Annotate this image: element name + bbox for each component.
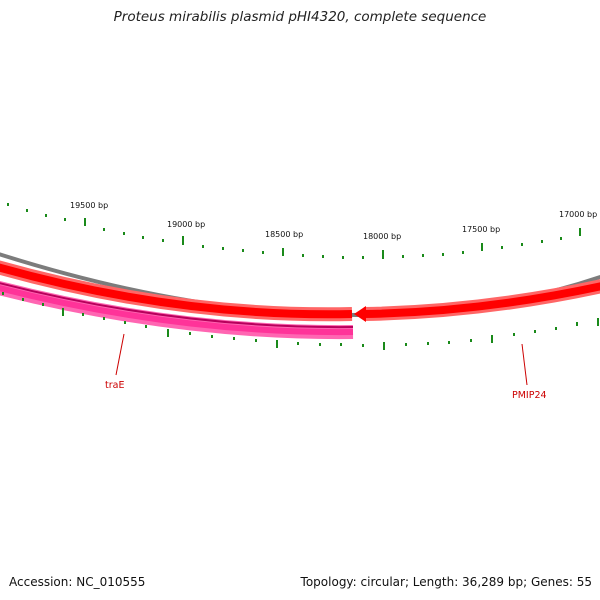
page-title: Proteus mirabilis plasmid pHI4320, compl… <box>113 9 487 25</box>
tick-label-17500: 17500 bp <box>462 225 500 234</box>
inner-scale-ticks <box>2 292 599 350</box>
gene-trae-track-shade <box>0 282 354 329</box>
tick-label-19000: 19000 bp <box>167 220 205 229</box>
outer-scale-ticks <box>7 203 581 259</box>
tick-label-17000: 17000 bp <box>559 210 597 219</box>
gene-label-pmip24[interactable]: PMIP24 <box>512 390 547 401</box>
tick-label-18000: 18000 bp <box>363 232 401 241</box>
summary-text: Topology: circular; Length: 36,289 bp; G… <box>300 575 592 589</box>
tick-label-19500: 19500 bp <box>70 201 108 210</box>
trae-leader-line <box>115 333 125 376</box>
forward-track-left-core <box>0 263 353 319</box>
gene-trae-track-core <box>0 285 354 336</box>
pmip24-leader-line <box>521 343 528 386</box>
gene-pmip24-arrowhead <box>354 306 366 322</box>
tick-label-18500: 18500 bp <box>265 230 303 239</box>
gene-label-trae[interactable]: traE <box>105 380 124 391</box>
accession-text: Accession: NC_010555 <box>9 575 146 589</box>
gene-pmip24-track-core <box>363 282 600 318</box>
